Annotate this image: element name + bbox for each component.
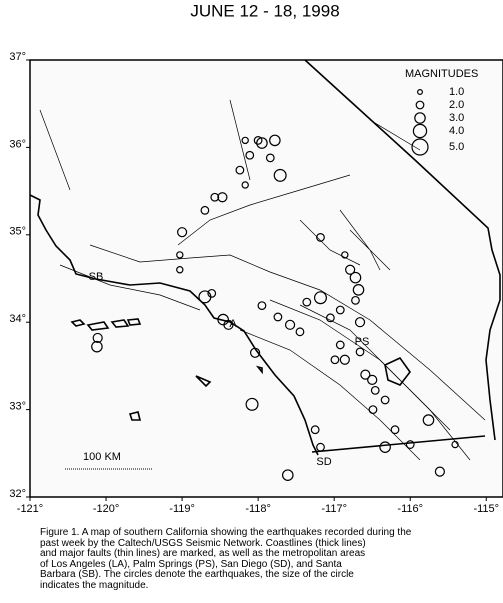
legend-circle [411,138,429,156]
earthquake [200,205,210,215]
earthquake [451,440,459,449]
x-tick-label: -115° [473,503,499,515]
coastlines [29,59,501,456]
earthquake [265,153,275,163]
map-frame [29,59,503,498]
earthquake [310,425,320,435]
earthquake [223,319,234,330]
earthquake [341,251,349,259]
earthquake [313,291,327,305]
earthquake [256,137,268,149]
legend-circle [415,100,425,110]
caption-line: Figure 1. A map of southern California s… [40,527,412,538]
earthquake [241,181,249,189]
earthquake [92,332,103,344]
earthquake [281,469,294,481]
earthquake [295,327,305,337]
y-tick-label: 37° [9,51,26,63]
earthquake [91,340,103,353]
earthquake [245,397,259,411]
earthquake [316,442,325,452]
earthquake [257,301,267,310]
earthquake [217,192,228,203]
earthquake [245,150,255,160]
earthquake [360,369,371,380]
earthquake [176,227,188,238]
earthquake [345,264,356,275]
earthquake [269,134,281,147]
legend-label: 4.0 [449,125,464,137]
earthquake [253,136,263,145]
earthquake [249,347,261,358]
earthquake [379,441,391,453]
earthquake [354,317,366,328]
earthquake [273,168,287,182]
legend-label: 2.0 [449,99,464,111]
legend-label: 3.0 [449,112,464,124]
earthquake [368,405,378,415]
place-label: SD [316,456,331,468]
earthquake [335,340,345,350]
caption-line: and major faults (thin lines) are marked… [40,548,366,559]
x-tick-label: -120° [93,503,119,515]
earthquake [302,297,312,307]
map: JUNE 12 - 18, 1998 100 KM MAGNITUDES -12… [9,1,503,515]
earthquake [349,271,362,284]
scale-label: 100 KM [83,451,121,463]
earthquake [352,284,365,296]
earthquake [316,233,325,242]
earthquake [330,355,340,365]
earthquake [434,466,445,477]
legend-circle [412,123,428,139]
earthquake [176,266,184,274]
legend-title: MAGNITUDES [405,68,478,80]
earthquake [273,312,283,322]
earthquake [207,288,217,298]
caption: Figure 1. A map of southern California s… [40,527,500,591]
earthquake [210,192,220,202]
caption-line: indicates the magnitude. [40,579,149,591]
earthquake [176,251,184,259]
legend-circle [417,88,424,95]
legend-label: 5.0 [449,141,464,153]
caption-line: Barbara (SB). The circles denote the ear… [40,569,354,580]
y-tick-label: 35° [9,226,26,238]
earthquake [390,425,400,435]
earthquake [235,165,245,175]
x-tick-label: -117° [321,503,347,515]
x-tick-label: -119° [169,503,195,515]
x-tick-label: -116° [397,503,423,515]
place-label: SB [89,271,104,283]
earthquake [367,374,378,385]
place-label: PS [355,336,370,348]
caption-line: of Los Angeles (LA), Palm Springs (PS), … [40,558,342,570]
earthquake [241,136,249,145]
y-tick-label: 33° [9,401,26,413]
earthquake [380,395,390,405]
earthquake [339,354,350,365]
earthquake [284,319,296,330]
legend-circle [414,112,426,124]
earthquake [405,440,415,449]
y-tick-label: 36° [9,138,26,150]
y-tick-label: 32° [9,488,26,500]
earthquake [217,313,229,326]
earthquake [422,414,435,426]
x-tick-label: -118° [245,503,271,515]
earthquake [351,295,360,305]
earthquake [335,305,345,315]
x-tick-label: -121° [17,503,43,515]
earthquake [325,313,335,323]
earthquake [355,347,365,357]
y-tick-label: 34° [9,313,26,325]
title: JUNE 12 - 18, 1998 [190,1,339,20]
legend-label: 1.0 [449,86,464,98]
place-label: A [229,318,237,330]
caption-line: past week by the Caltech/USGS Seismic Ne… [40,537,366,549]
earthquake [370,385,380,395]
